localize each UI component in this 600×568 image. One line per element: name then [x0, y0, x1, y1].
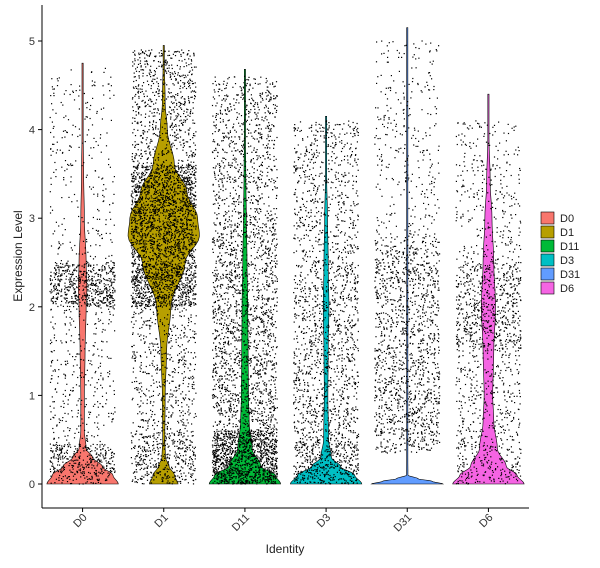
- legend-key-d0: [540, 211, 555, 225]
- y-tick-label: 4: [29, 125, 35, 137]
- y-ticks: 0 1 2 3 4 5: [29, 36, 42, 491]
- x-tick-label-d6: D6: [477, 512, 495, 530]
- legend-label-d11: D11: [560, 241, 579, 253]
- violin-d3: [289, 116, 363, 485]
- points-d3: [293, 120, 360, 485]
- y-tick-label: 0: [29, 479, 35, 491]
- y-axis-title: Expression Level: [11, 210, 25, 301]
- violin-layer: [46, 27, 525, 485]
- jitter-points-layer: [49, 40, 522, 485]
- x-tick-label-d0: D0: [71, 512, 89, 530]
- y-tick-label: 2: [29, 302, 35, 314]
- points-d31: [374, 40, 441, 454]
- y-tick-label: 5: [29, 36, 35, 48]
- y-tick-label: 1: [29, 390, 35, 402]
- legend-label-d31: D31: [560, 269, 580, 281]
- legend-key-d3: [540, 253, 555, 267]
- violin-d0: [46, 62, 119, 485]
- x-tick-label-d3: D3: [315, 512, 333, 530]
- legend-key-d31: [540, 267, 555, 281]
- x-tick-label-d11: D11: [230, 512, 252, 534]
- legend-label-d1: D1: [560, 227, 574, 239]
- points-d6: [455, 120, 522, 485]
- x-axis-title: Identity: [266, 542, 305, 556]
- points-d1: [130, 49, 197, 485]
- points-d0: [49, 67, 116, 485]
- y-tick-label: 3: [29, 213, 35, 225]
- legend-label-d0: D0: [560, 213, 574, 225]
- legend-key-d1: [540, 225, 555, 239]
- legend-label-d6: D6: [560, 283, 574, 295]
- points-d11: [211, 75, 278, 485]
- violin-d6: [452, 93, 525, 485]
- legend: D0 D1 D11 D3 D31 D6: [540, 211, 580, 295]
- legend-key-d6: [540, 281, 555, 295]
- x-tick-label-d31: D31: [392, 512, 415, 535]
- legend-label-d3: D3: [560, 255, 574, 267]
- x-tick-label-d1: D1: [152, 512, 170, 530]
- legend-key-d11: [540, 239, 555, 253]
- axes: 0 1 2 3 4 5 D0 D1 D11 D3 D31 D6: [29, 5, 529, 534]
- x-ticks: D0 D1 D11 D3 D31 D6: [71, 508, 496, 535]
